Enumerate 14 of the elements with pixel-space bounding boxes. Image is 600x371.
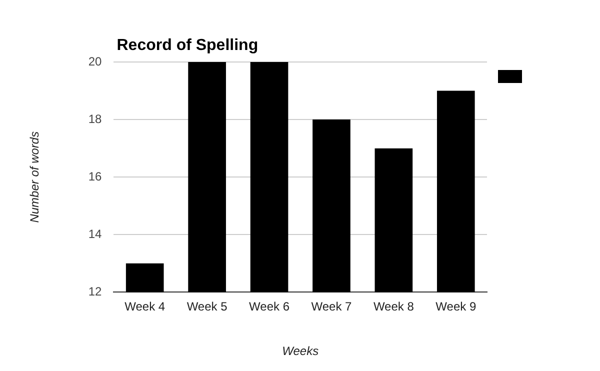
- y-tick-label: 18: [88, 112, 102, 126]
- chart-title: Record of Spelling: [116, 37, 258, 54]
- x-axis-title: Weeks: [282, 344, 319, 358]
- y-tick-label: 14: [88, 226, 102, 241]
- x-tick-label: Week 8: [373, 300, 414, 314]
- x-tick-label: Week 6: [249, 300, 290, 314]
- x-tick-label: Week 7: [311, 300, 352, 314]
- x-tick-label: Week 5: [186, 300, 228, 314]
- x-tick-label: Week 4: [124, 300, 166, 314]
- y-tick-label: 12: [88, 284, 102, 299]
- y-axis-title: Number of words: [28, 131, 42, 223]
- y-tick-label: 20: [88, 54, 102, 68]
- x-tick-label: Week 9: [436, 300, 476, 314]
- y-tick-label: 16: [88, 169, 102, 184]
